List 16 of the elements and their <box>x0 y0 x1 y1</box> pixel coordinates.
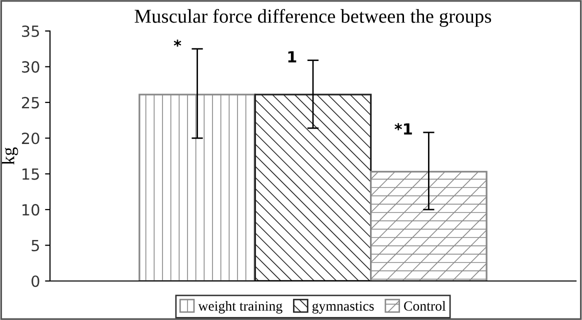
annotation: * <box>174 40 182 47</box>
legend-label: gymnastics <box>312 301 374 314</box>
y-tick-label: 30 <box>22 61 40 73</box>
legend-label: weight training <box>198 300 282 314</box>
y-tick-label: 25 <box>22 96 39 108</box>
y-tick-label: 5 <box>32 240 39 252</box>
annotation: 1 <box>288 51 296 62</box>
y-tick-label: 35 <box>22 25 39 38</box>
y-tick-label: 15 <box>22 168 39 180</box>
chart-title: Muscular force difference between the groups <box>134 8 492 27</box>
y-axis-title: kg <box>2 147 18 165</box>
legend-label: Control <box>404 300 446 311</box>
y-tick-label: 20 <box>22 132 40 144</box>
annotation: *1 <box>394 123 412 134</box>
y-tick-label: 0 <box>32 275 40 288</box>
y-tick-label: 10 <box>22 204 40 216</box>
